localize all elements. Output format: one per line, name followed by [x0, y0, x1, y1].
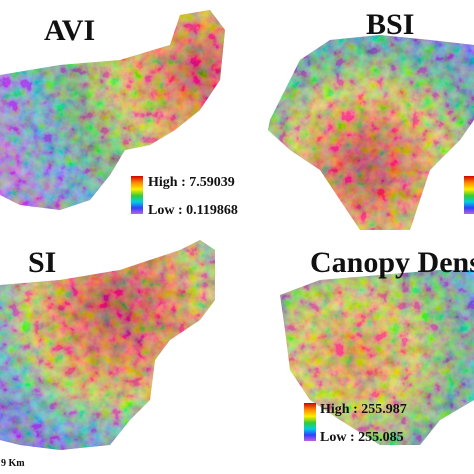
panel-title: BSI	[366, 8, 414, 41]
panel-title: AVI	[44, 14, 95, 47]
legend-high: High : 255.987	[320, 402, 407, 417]
panel-title: Canopy Dens	[310, 246, 474, 279]
scale-label: 9 Km	[1, 458, 25, 469]
legend-low: Low : 255.085	[320, 430, 404, 445]
legend-ramp	[464, 176, 474, 214]
panel-title: SI	[28, 246, 56, 279]
legend-ramp	[304, 403, 316, 441]
legend-low: Low : 0.119868	[148, 203, 238, 218]
legend-ramp	[131, 176, 143, 214]
legend-high: High : 7.59039	[148, 175, 235, 190]
avi-map	[0, 10, 225, 210]
bsi-map	[268, 35, 474, 230]
